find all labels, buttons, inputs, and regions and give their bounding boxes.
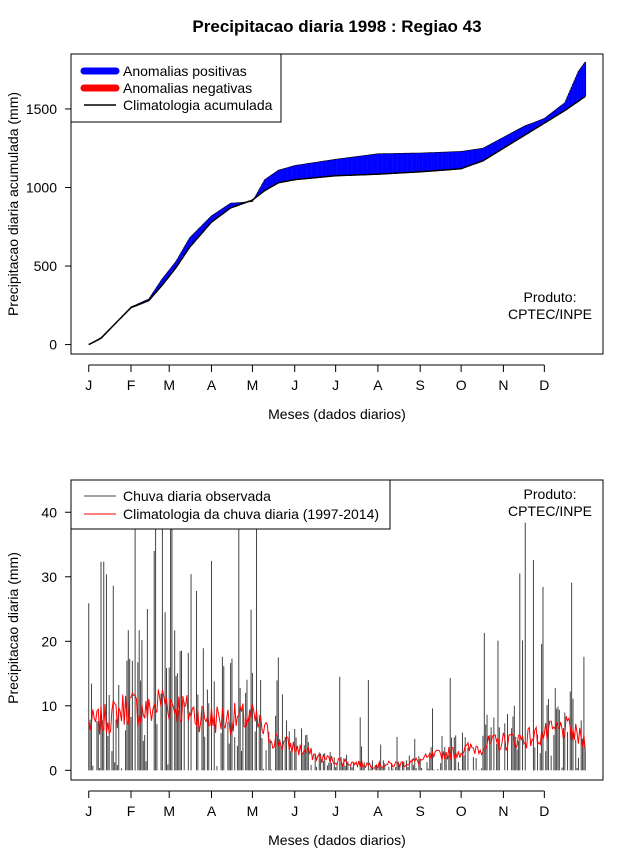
x-tick-label: N — [498, 377, 508, 393]
x-tick-label: D — [539, 803, 549, 819]
x-tick-label: M — [247, 803, 259, 819]
y-axis-label-bottom: Precipitacao diaria (mm) — [5, 552, 21, 704]
y-tick-label: 30 — [41, 569, 57, 585]
x-tick-label: S — [416, 803, 425, 819]
legend-label-clim-daily: Climatologia da chuva diaria (1997-2014) — [123, 506, 379, 522]
product-org-bottom: CPTEC/INPE — [508, 503, 592, 519]
daily-panel: 0 10 20 30 40 J F M A M J J A S O N D Precipitacao diar… — [5, 479, 604, 848]
y-tick-label: 10 — [41, 698, 57, 714]
x-tick-label: F — [127, 377, 136, 393]
x-tick-label: O — [456, 803, 467, 819]
x-axis-label-top: Meses (dados diarios) — [268, 406, 406, 422]
x-tick-label: J — [85, 803, 92, 819]
x-tick-label: N — [498, 803, 508, 819]
y-tick-label: 0 — [49, 762, 57, 778]
x-tick-label: M — [163, 803, 175, 819]
observed-cumulative-outline — [88, 61, 586, 345]
x-tick-label: S — [416, 377, 425, 393]
y-tick-label: 500 — [34, 258, 58, 274]
x-tick-label: J — [291, 377, 298, 393]
legend-label-negative: Anomalias negativas — [123, 80, 252, 96]
y-tick-label: 0 — [49, 337, 57, 353]
y-tick-label: 40 — [41, 504, 57, 520]
y-tick-label: 1500 — [26, 101, 57, 117]
legend-bottom: Chuva diaria observada Climatologia da c… — [70, 479, 391, 530]
x-tick-label: M — [247, 377, 259, 393]
x-axis-label-bottom: Meses (dados diarios) — [268, 832, 406, 848]
legend-top: Anomalias positivas Anomalias negativas … — [70, 53, 282, 123]
x-tick-label: A — [373, 377, 383, 393]
x-tick-label: O — [456, 377, 467, 393]
product-label-top: Produto: — [524, 289, 577, 305]
y-axis-label-top: Precipitacao diaria acumulada (mm) — [5, 92, 21, 316]
legend-label-climatology: Climatologia acumulada — [123, 97, 273, 113]
legend-label-observed: Chuva diaria observada — [123, 488, 271, 504]
legend-box-bottom — [70, 479, 391, 530]
climatology-daily-line — [88, 689, 586, 770]
product-org-top: CPTEC/INPE — [508, 306, 592, 322]
x-tick-label: J — [332, 803, 339, 819]
y-axis-top: 0 500 1000 1500 — [26, 101, 72, 353]
x-tick-label: F — [127, 803, 136, 819]
x-tick-label: J — [332, 377, 339, 393]
x-tick-label: A — [207, 377, 217, 393]
x-tick-label: D — [539, 377, 549, 393]
x-tick-label: J — [85, 377, 92, 393]
y-tick-label: 1000 — [26, 180, 57, 196]
cumulative-panel: 0 500 1000 1500 J F M A M J J A S O N D Precipitacao d… — [5, 53, 604, 422]
chart-title: Precipitacao diaria 1998 : Regiao 43 — [192, 17, 481, 36]
x-tick-label: J — [291, 803, 298, 819]
product-label-bottom: Produto: — [524, 486, 577, 502]
y-tick-label: 20 — [41, 633, 57, 649]
anomaly-fills — [88, 61, 587, 345]
x-tick-label: A — [207, 803, 217, 819]
climatology-cumulative-line — [88, 95, 586, 346]
y-axis-bottom: 0 10 20 30 40 — [41, 504, 72, 778]
x-tick-label: M — [163, 377, 175, 393]
legend-label-positive: Anomalias positivas — [123, 63, 247, 79]
x-tick-label: A — [373, 803, 383, 819]
